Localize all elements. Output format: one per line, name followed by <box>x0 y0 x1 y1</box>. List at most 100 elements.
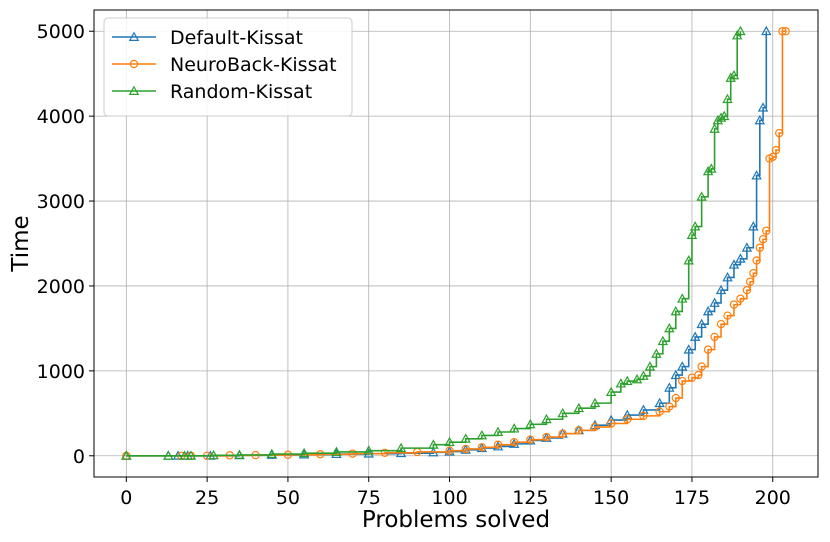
x-tick-label: 50 <box>276 487 300 509</box>
series-line <box>126 30 786 457</box>
data-point <box>686 229 698 239</box>
data-point <box>709 123 720 133</box>
data-point <box>509 437 519 447</box>
y-tick-label: 5000 <box>37 21 85 43</box>
data-point <box>709 297 720 307</box>
data-point <box>749 269 758 278</box>
data-point <box>768 152 777 162</box>
legend-marker <box>128 85 140 95</box>
data-point <box>745 277 755 286</box>
data-point <box>689 221 701 231</box>
data-point <box>655 407 664 416</box>
legend-label: NeuroBack-Kissat <box>170 54 337 76</box>
data-point <box>574 426 584 435</box>
data-point <box>715 112 727 122</box>
series-layer <box>121 25 790 460</box>
data-point <box>266 448 277 459</box>
data-point <box>689 331 701 341</box>
data-point <box>683 344 694 354</box>
data-point <box>715 284 727 295</box>
legend-entry: NeuroBack-Kissat <box>112 54 337 76</box>
x-tick-label: 25 <box>195 487 219 509</box>
data-point <box>557 407 568 418</box>
data-point <box>751 170 762 180</box>
data-point <box>771 145 781 155</box>
legend: Default-Kissat NeuroBack-Kissat Random-K… <box>103 17 353 117</box>
series <box>121 25 746 460</box>
data-point <box>702 165 714 176</box>
data-point <box>696 191 707 201</box>
data-point <box>677 361 688 371</box>
data-point <box>706 163 717 173</box>
data-point <box>444 436 455 447</box>
data-point <box>697 362 706 371</box>
data-point <box>665 402 674 411</box>
data-point <box>492 426 504 436</box>
y-axis-title: Time <box>8 215 34 272</box>
data-point <box>638 370 649 380</box>
data-point <box>234 449 245 459</box>
data-point <box>754 114 766 125</box>
data-point <box>775 128 784 138</box>
data-point <box>664 322 675 333</box>
legend-entry: Random-Kissat <box>112 81 312 103</box>
data-point <box>541 413 552 424</box>
data-point <box>762 226 771 235</box>
data-point <box>590 422 600 432</box>
data-point <box>163 450 174 460</box>
data-point <box>742 286 752 295</box>
y-tick-label: 2000 <box>37 276 85 298</box>
data-point <box>428 439 439 449</box>
data-point <box>736 294 745 303</box>
data-point <box>781 27 790 36</box>
data-point <box>722 93 733 104</box>
data-point <box>755 243 765 252</box>
data-point <box>558 429 567 438</box>
data-point <box>363 445 374 455</box>
legend-label: Default-Kissat <box>170 27 303 49</box>
data-point <box>380 448 390 458</box>
data-point <box>179 450 190 460</box>
data-point <box>664 382 675 392</box>
data-point <box>208 449 219 460</box>
data-point <box>331 446 342 456</box>
y-tick-label: 4000 <box>37 106 85 128</box>
data-point <box>508 423 520 433</box>
data-point <box>638 404 649 414</box>
data-point <box>461 444 470 454</box>
data-point <box>728 259 740 269</box>
data-point <box>696 318 707 329</box>
x-tick-label: 125 <box>512 487 548 509</box>
data-point <box>615 378 627 388</box>
data-point <box>654 397 665 408</box>
data-point <box>670 305 682 316</box>
data-point <box>748 221 759 231</box>
y-tick-label: 0 <box>73 446 85 468</box>
data-point <box>757 102 769 112</box>
data-point <box>623 415 632 424</box>
legend-marker-shape <box>128 85 140 95</box>
x-tick-label: 0 <box>120 487 132 509</box>
x-axis-title: Problems solved <box>362 507 550 533</box>
data-point <box>761 25 772 36</box>
data-point <box>651 348 662 358</box>
data-point <box>185 450 197 460</box>
legend-box <box>103 17 353 117</box>
legend-marker-shape <box>128 31 140 41</box>
data-point <box>671 393 680 403</box>
data-point <box>710 332 719 342</box>
data-point <box>622 409 633 419</box>
data-point <box>445 446 454 455</box>
data-point <box>492 440 504 451</box>
data-point <box>735 25 746 36</box>
ticks: 0 25 50 75 100 125 150 175 200010002000300040005… <box>37 21 791 509</box>
data-point <box>525 418 536 429</box>
data-point <box>694 370 703 380</box>
x-tick-label: 175 <box>674 487 710 509</box>
legend-marker <box>129 59 139 69</box>
data-point <box>605 386 617 397</box>
data-point <box>606 419 616 428</box>
data-point <box>719 110 730 121</box>
data-point <box>476 429 488 440</box>
